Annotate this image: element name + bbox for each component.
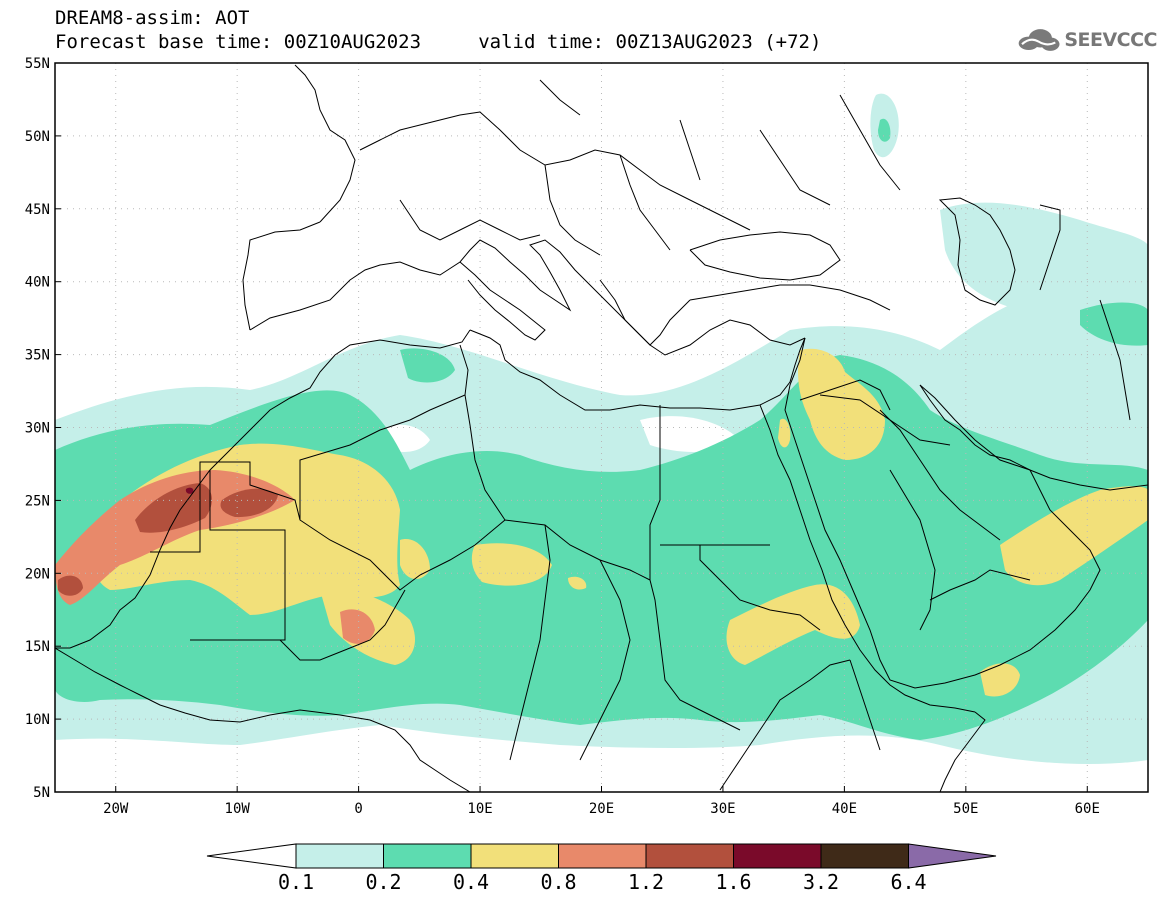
aot-band-1.2-1.6 xyxy=(135,483,212,533)
colorbar-segment xyxy=(733,843,822,869)
lon-label: 0 xyxy=(354,801,362,817)
colorbar-segment xyxy=(470,843,559,869)
colorbar-label: 3.2 xyxy=(803,870,839,894)
colorbar-label: 0.1 xyxy=(278,870,314,894)
lat-label: 30N xyxy=(25,421,50,437)
colorbar-over-triangle xyxy=(908,843,997,869)
lat-label: 5N xyxy=(33,785,50,801)
lat-label: 10N xyxy=(25,712,50,728)
country-borders xyxy=(150,79,1131,791)
lon-label: 10W xyxy=(225,801,251,817)
colorbar-label: 1.2 xyxy=(628,870,664,894)
colorbar-segment xyxy=(558,843,647,869)
lon-label: 30E xyxy=(710,801,735,817)
colorbar-label: 0.4 xyxy=(453,870,489,894)
logo-text: SEEVCCC xyxy=(1064,29,1157,51)
lon-label: 20E xyxy=(589,801,614,817)
lat-label: 20N xyxy=(25,566,50,582)
colorbar-segment xyxy=(295,843,384,869)
coastlines xyxy=(55,64,1148,792)
lat-label: 45N xyxy=(25,202,50,218)
colorbar-label: 1.6 xyxy=(715,870,751,894)
aot-band-caspian xyxy=(940,202,1148,326)
map-title: DREAM8-assim: AOT xyxy=(55,7,250,29)
aot-band-1.6-3.2 xyxy=(185,487,194,494)
lon-label: 10E xyxy=(467,801,492,817)
lat-label: 40N xyxy=(25,275,50,291)
seevccc-logo: SEEVCCC xyxy=(1017,24,1157,56)
longitude-axis: 20W 10W 0 10E 20E 30E 40E 50E 60E xyxy=(103,786,1100,817)
lat-label: 50N xyxy=(25,129,50,145)
cloud-icon xyxy=(1018,29,1060,51)
lat-label: 15N xyxy=(25,639,50,655)
lon-label: 20W xyxy=(103,801,129,817)
colorbar: 0.1 0.2 0.4 0.8 1.2 1.6 3.2 6.4 xyxy=(206,843,997,894)
lat-label: 25N xyxy=(25,493,50,509)
latitude-axis: 55N 50N 45N 40N 35N 30N 25N 20N 15N 10N 5N xyxy=(25,56,61,801)
colorbar-segment xyxy=(645,843,734,869)
lon-label: 50E xyxy=(953,801,978,817)
colorbar-segment xyxy=(383,843,472,869)
colorbar-label: 0.2 xyxy=(365,870,401,894)
lat-label: 55N xyxy=(25,56,50,72)
colorbar-label: 0.8 xyxy=(540,870,576,894)
colorbar-under-triangle xyxy=(206,843,297,869)
forecast-time-subtitle: Forecast base time: 00Z10AUG2023 valid t… xyxy=(55,31,822,53)
lat-label: 35N xyxy=(25,348,50,364)
colorbar-segment xyxy=(820,843,909,869)
colorbar-label: 6.4 xyxy=(890,870,926,894)
lon-label: 40E xyxy=(832,801,857,817)
lon-label: 60E xyxy=(1075,801,1100,817)
